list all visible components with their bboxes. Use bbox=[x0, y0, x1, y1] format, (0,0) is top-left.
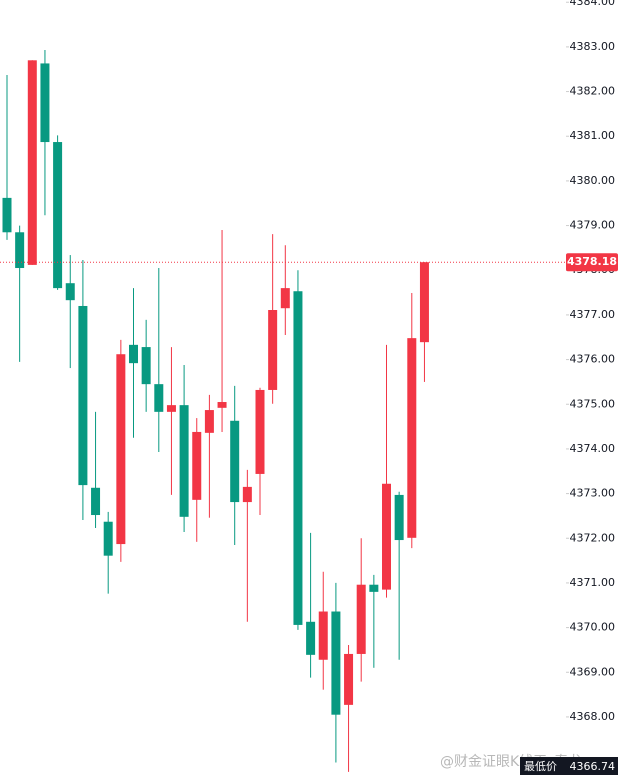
candle-body bbox=[192, 431, 202, 500]
y-tick-label: 4376.00 bbox=[570, 353, 616, 366]
candle-body bbox=[204, 410, 214, 433]
y-tick-label: 4380.00 bbox=[570, 174, 616, 187]
y-tick-label: 4381.00 bbox=[570, 129, 616, 142]
candle-body bbox=[293, 291, 303, 625]
candle-body bbox=[382, 483, 391, 590]
candle-body bbox=[154, 384, 164, 412]
candle-body bbox=[91, 487, 101, 516]
candle-body bbox=[280, 288, 290, 309]
y-tick-label: 4371.00 bbox=[570, 576, 616, 589]
y-tick-label: 4374.00 bbox=[570, 442, 616, 455]
y-tick-label: 4377.00 bbox=[570, 308, 616, 321]
y-tick-label: 4372.00 bbox=[570, 531, 616, 544]
candle-body bbox=[2, 197, 12, 233]
candle-body bbox=[419, 262, 429, 343]
min-price-value: 4366.74 bbox=[570, 760, 616, 773]
candle-body bbox=[65, 283, 75, 301]
candle-body bbox=[103, 521, 113, 556]
candle-body bbox=[242, 486, 252, 503]
candle-body bbox=[166, 405, 176, 412]
min-price-box bbox=[520, 757, 618, 775]
candle-body bbox=[141, 347, 151, 385]
y-tick-label: 4369.00 bbox=[570, 665, 616, 678]
candle-body bbox=[230, 420, 240, 503]
candle-body bbox=[129, 344, 138, 364]
candle-body bbox=[318, 611, 328, 660]
candle-body bbox=[78, 305, 88, 486]
current-price-label: 4378.18 bbox=[567, 255, 617, 268]
candle-body bbox=[369, 584, 379, 592]
y-tick-label: 4384.00 bbox=[570, 0, 616, 8]
candle-body bbox=[27, 60, 37, 265]
candle-body bbox=[344, 653, 354, 705]
y-tick-label: 4383.00 bbox=[570, 40, 616, 53]
candle-body bbox=[116, 354, 126, 545]
candle-body bbox=[394, 494, 404, 541]
y-tick-label: 4382.00 bbox=[570, 85, 616, 98]
y-tick-label: 4375.00 bbox=[570, 397, 616, 410]
candle-body bbox=[255, 389, 265, 474]
candle-body bbox=[356, 584, 366, 654]
candle-body bbox=[15, 232, 25, 269]
min-price-label: 最低价 bbox=[524, 760, 557, 773]
candle-body bbox=[53, 142, 63, 289]
candle-body bbox=[40, 63, 50, 143]
current-price-box bbox=[566, 253, 618, 272]
candle-body bbox=[331, 611, 341, 715]
candle-body bbox=[179, 405, 189, 517]
y-tick-label: 4370.00 bbox=[570, 621, 616, 634]
y-tick-label: 4373.00 bbox=[570, 487, 616, 500]
candle-body bbox=[268, 310, 278, 390]
candle-body bbox=[407, 338, 417, 538]
candle-body bbox=[306, 621, 316, 655]
y-tick-label: 4368.00 bbox=[570, 710, 616, 723]
y-tick-label: 4379.00 bbox=[570, 219, 616, 232]
candle-body bbox=[217, 402, 227, 408]
